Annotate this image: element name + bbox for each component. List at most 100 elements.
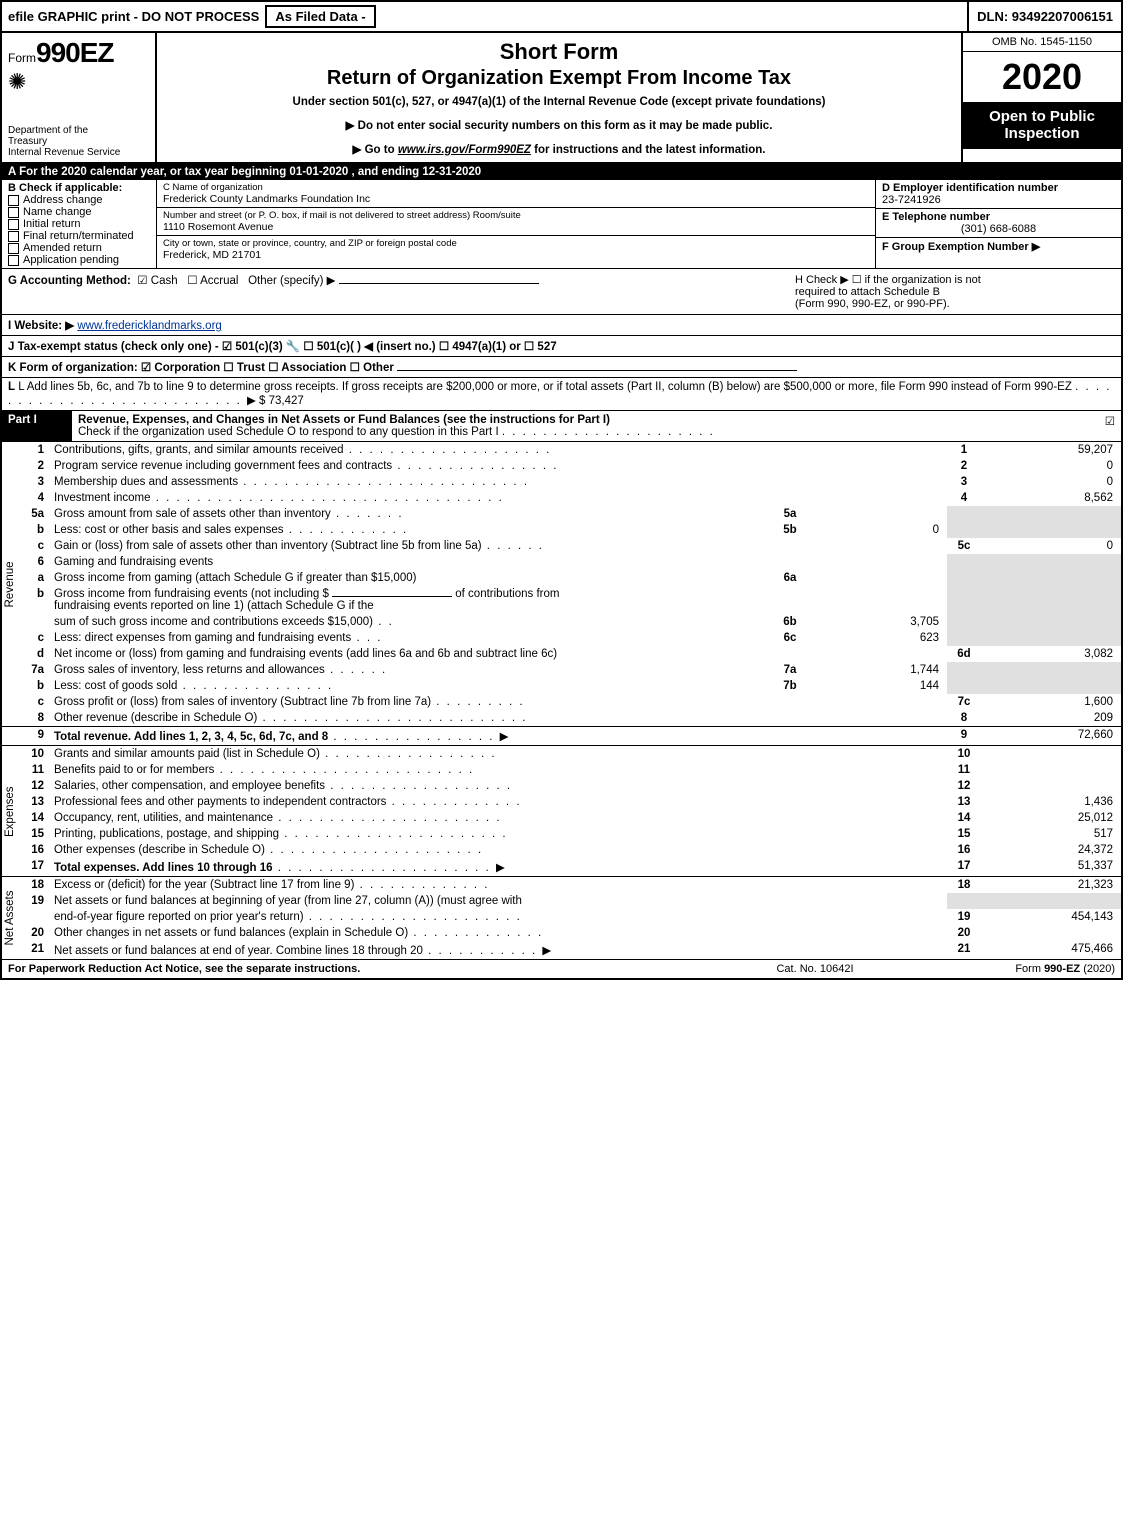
- n7c: c: [22, 694, 50, 710]
- n6a: a: [22, 570, 50, 586]
- d-row: D Employer identification number 23-7241…: [876, 180, 1121, 209]
- chk-initial[interactable]: Initial return: [8, 218, 150, 230]
- sb6c: 6c: [773, 630, 807, 646]
- l-text: L Add lines 5b, 6c, and 7b to line 9 to …: [18, 381, 1072, 393]
- n13: 13: [22, 794, 50, 810]
- v12: [981, 778, 1121, 794]
- d7c: Gross profit or (loss) from sales of inv…: [50, 694, 947, 710]
- v19: 454,143: [981, 909, 1121, 925]
- n16: 16: [22, 842, 50, 858]
- v6d: 3,082: [981, 646, 1121, 662]
- n11: 11: [22, 762, 50, 778]
- bn13: 13: [947, 794, 981, 810]
- g-block: G Accounting Method: ☑ Cash ☐ Accrual Ot…: [8, 273, 795, 310]
- n21: 21: [22, 941, 50, 959]
- sv6b: 3,705: [807, 614, 947, 630]
- chk-amended[interactable]: Amended return: [8, 242, 150, 254]
- e-row: E Telephone number (301) 668-6088: [876, 209, 1121, 238]
- sb5a: 5a: [773, 506, 807, 522]
- k-text: K Form of organization: ☑ Corporation ☐ …: [8, 362, 394, 374]
- j-text: J Tax-exempt status (check only one) - ☑…: [8, 341, 557, 353]
- website-link[interactable]: www.fredericklandmarks.org: [77, 320, 221, 332]
- sv5a: [807, 506, 947, 522]
- org-name: Frederick County Landmarks Foundation In…: [163, 193, 869, 205]
- d6: Gaming and fundraising events: [50, 554, 947, 570]
- part-i-label: Part I: [2, 411, 72, 441]
- arrow-line-1: ▶ Do not enter social security numbers o…: [165, 118, 953, 132]
- n19b: [22, 909, 50, 925]
- as-filed-box: As Filed Data -: [265, 5, 375, 28]
- phone: (301) 668-6088: [882, 223, 1115, 235]
- v6b2-grey: [981, 614, 1121, 630]
- side-netassets: Net Assets: [2, 877, 22, 960]
- lines-table: Revenue 1 Contributions, gifts, grants, …: [2, 442, 1121, 959]
- chk-address[interactable]: Address change: [8, 194, 150, 206]
- chk-cash[interactable]: ☑ Cash: [137, 275, 177, 287]
- bn6b2-grey: [947, 614, 981, 630]
- v5a-grey: [981, 506, 1121, 522]
- bcdef-block: B Check if applicable: Address change Na…: [2, 180, 1121, 269]
- v9: 72,660: [981, 727, 1121, 746]
- e-label: E Telephone number: [882, 211, 1115, 223]
- bn5b-grey: [947, 522, 981, 538]
- dln-box: DLN: 93492207006151: [967, 2, 1121, 31]
- d5b: Less: cost or other basis and sales expe…: [50, 522, 773, 538]
- bn1: 1: [947, 442, 981, 458]
- bn17: 17: [947, 858, 981, 877]
- bn6b-grey: [947, 586, 981, 614]
- n6b: b: [22, 586, 50, 614]
- part-i-title: Revenue, Expenses, and Changes in Net As…: [72, 411, 1091, 441]
- chk-accrual[interactable]: ☐ Accrual: [187, 275, 238, 287]
- d10: Grants and similar amounts paid (list in…: [50, 746, 947, 763]
- d13: Professional fees and other payments to …: [50, 794, 947, 810]
- v6c-grey: [981, 630, 1121, 646]
- chk-final[interactable]: Final return/terminated: [8, 230, 150, 242]
- bn21: 21: [947, 941, 981, 959]
- row-l: L L Add lines 5b, 6c, and 7b to line 9 t…: [2, 378, 1121, 411]
- n17: 17: [22, 858, 50, 877]
- chk-pending[interactable]: Application pending: [8, 254, 150, 266]
- sb7a: 7a: [773, 662, 807, 678]
- chk-other[interactable]: Other (specify) ▶: [248, 275, 335, 287]
- n7b: b: [22, 678, 50, 694]
- n20: 20: [22, 925, 50, 941]
- other-line[interactable]: [339, 283, 539, 284]
- n6d: d: [22, 646, 50, 662]
- irs-link[interactable]: www.irs.gov/Form990EZ: [398, 144, 531, 156]
- d-label: D Employer identification number: [882, 182, 1115, 194]
- arrow-line-2: ▶ Go to www.irs.gov/Form990EZ for instru…: [165, 142, 953, 156]
- d1: Contributions, gifts, grants, and simila…: [50, 442, 947, 458]
- form-990ez: 990EZ: [36, 37, 114, 68]
- part-i-check[interactable]: ☑: [1091, 411, 1121, 441]
- v21: 475,466: [981, 941, 1121, 959]
- h-line2: required to attach Schedule B: [795, 286, 1115, 298]
- v13: 1,436: [981, 794, 1121, 810]
- i-label: I Website: ▶: [8, 320, 74, 332]
- d18: Excess or (deficit) for the year (Subtra…: [50, 877, 947, 894]
- chk-name[interactable]: Name change: [8, 206, 150, 218]
- v1: 59,207: [981, 442, 1121, 458]
- col-c: C Name of organization Frederick County …: [157, 180, 876, 268]
- v7b-grey: [981, 678, 1121, 694]
- arrow17: ▶: [496, 860, 505, 874]
- k-line[interactable]: [397, 370, 797, 371]
- v19-grey: [981, 893, 1121, 909]
- form-number: Form990EZ: [8, 37, 149, 69]
- c-label: C Name of organization: [163, 182, 869, 193]
- bn16: 16: [947, 842, 981, 858]
- v10: [981, 746, 1121, 763]
- side-expenses: Expenses: [2, 746, 22, 877]
- line-a: A For the 2020 calendar year, or tax yea…: [2, 164, 1121, 180]
- part-i-dots: . . . . . . . . . . . . . . . . . . . . …: [502, 426, 715, 438]
- row-k: K Form of organization: ☑ Corporation ☐ …: [2, 357, 1121, 378]
- title-return: Return of Organization Exempt From Incom…: [165, 67, 953, 90]
- v6a-grey: [981, 570, 1121, 586]
- efile-label: efile GRAPHIC print - DO NOT PROCESS: [8, 9, 259, 24]
- n18: 18: [22, 877, 50, 894]
- bn2: 2: [947, 458, 981, 474]
- d19a: Net assets or fund balances at beginning…: [50, 893, 947, 909]
- v15: 517: [981, 826, 1121, 842]
- footer-left: For Paperwork Reduction Act Notice, see …: [8, 963, 715, 975]
- sv7a: 1,744: [807, 662, 947, 678]
- header-right: OMB No. 1545-1150 2020 Open to Public In…: [961, 33, 1121, 162]
